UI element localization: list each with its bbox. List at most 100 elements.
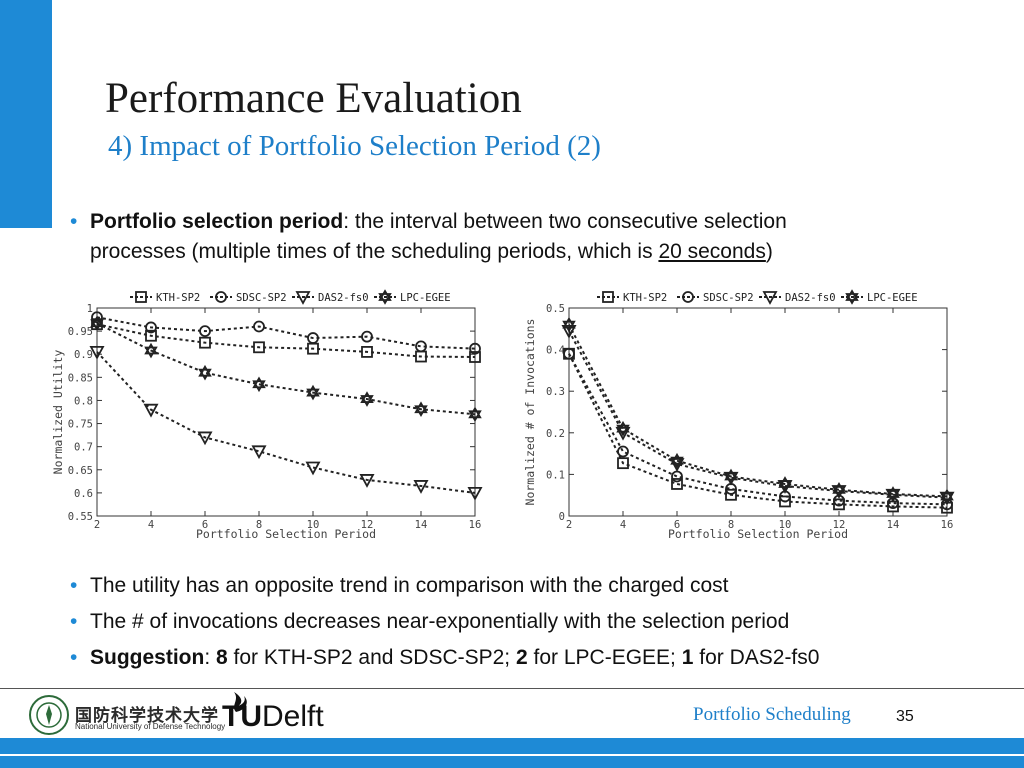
footer-bar [0,738,1024,754]
y-tick-label: 0.5 [546,303,565,315]
x-tick-label: 2 [94,519,100,531]
data-point-LPC-EGEE [886,486,900,502]
data-point-KTH-SP2 [253,341,265,354]
suggestion-text-4: for DAS2-fs0 [693,646,820,669]
seconds-underlined: 20 seconds [658,240,766,263]
bullet-definition: • Portfolio selection period: the interva… [70,207,970,267]
y-axis-label: Normalized # of Invocations [523,319,537,506]
data-point-DAS2-fs0 [89,346,105,360]
data-point-DAS2-fs0 [305,461,321,476]
suggestion-value-2: 2 [515,646,528,669]
slide-title: Performance Evaluation [105,75,522,122]
legend-label: KTH-SP2 [623,292,667,304]
y-tick-label: 1 [87,303,93,315]
footer-title: Portfolio Scheduling [693,704,851,725]
y-tick-label: 0.8 [74,395,93,407]
bullet-dot: • [70,610,78,633]
data-point-LPC-EGEE [414,401,428,418]
x-tick-label: 12 [361,519,374,531]
data-point-LPC-EGEE [670,452,684,469]
y-tick-label: 0.9 [74,349,93,361]
data-point-LPC-EGEE [306,384,320,401]
data-point-KTH-SP2 [469,351,481,363]
x-tick-label: 14 [415,519,428,531]
tudelft-flame-icon [234,692,247,712]
legend-marker [602,291,614,303]
y-tick-label: 0.4 [546,345,565,357]
y-tick-label: 0.6 [74,488,93,500]
data-point-KTH-SP2 [779,495,791,508]
data-point-LPC-EGEE [940,488,954,505]
data-point-DAS2-fs0 [467,486,483,501]
data-point-KTH-SP2 [361,346,373,358]
page-number: 35 [896,708,914,725]
x-axis-label: Portfolio Selection Period [196,527,376,541]
data-point-LPC-EGEE [778,476,792,492]
suggestion-term: Suggestion [90,646,205,669]
data-point-DAS2-fs0 [251,445,267,460]
data-point-KTH-SP2 [671,478,683,490]
data-point-SDSC-SP2 [469,342,481,355]
plot-frame [568,307,948,517]
suggestion-value-1: 8 [216,646,228,669]
x-tick-label: 12 [833,519,846,531]
y-tick-label: 0 [559,511,565,523]
y-tick-label: 0.85 [68,372,93,384]
bullet-invocations: • The # of invocations decreases near-exp… [70,607,789,637]
bullet-dot: • [70,646,78,669]
legend-label: KTH-SP2 [156,292,200,304]
data-point-SDSC-SP2 [563,347,575,360]
footer-bar-bottom [0,756,1024,768]
suggestion-value-3: 1 [681,646,694,669]
legend-marker [378,289,392,305]
series-line-DAS2-fs0 [568,330,948,499]
nudt-name-en: National University of Defense Technolog… [75,722,226,731]
data-point-LPC-EGEE [562,316,576,333]
legend-marker [682,291,694,303]
legend-label: DAS2-fs0 [785,292,836,304]
bullet-dot: • [70,574,78,597]
y-tick-label: 0.65 [68,465,93,477]
data-point-LPC-EGEE [468,406,482,423]
bullet-utility: • The utility has an opposite trend in co… [70,571,729,601]
invocations-chart: 0 0.1 0.2 0.3 0.4 0.5 2 4 6 8 10 12 14 16 Portfolio Se… [523,289,955,541]
y-tick-label: 0.95 [68,326,93,338]
series-line-LPC-EGEE [568,324,948,498]
legend-marker [762,291,778,305]
suggestion-text-1: : [204,646,217,669]
data-point-KTH-SP2 [617,457,629,470]
data-point-SDSC-SP2 [887,497,899,510]
data-point-LPC-EGEE [198,364,212,381]
bullet-term: Portfolio selection period [90,210,344,233]
data-point-KTH-SP2 [199,336,211,349]
x-tick-label: 6 [674,519,680,531]
x-axis-label: Portfolio Selection Period [668,527,848,541]
data-point-SDSC-SP2 [253,320,265,333]
data-point-SDSC-SP2 [415,340,427,353]
x-tick-label: 4 [148,519,154,531]
data-point-LPC-EGEE [360,391,374,407]
nudt-name-cn: 国防科学技术大学 [75,706,219,725]
plot-frame [96,307,476,517]
y-axis-label: Normalized Utility [51,350,65,475]
data-point-SDSC-SP2 [617,445,629,458]
bullet-text-end: ) [765,240,773,263]
data-point-SDSC-SP2 [91,311,103,324]
x-tick-label: 8 [256,519,262,531]
data-point-LPC-EGEE [832,481,846,498]
y-tick-label: 0.2 [546,428,565,440]
data-point-SDSC-SP2 [361,330,373,343]
y-tick-label: 0.55 [68,511,93,523]
data-point-DAS2-fs0 [143,403,159,418]
data-point-LPC-EGEE [252,376,266,393]
legend-label: SDSC-SP2 [703,292,754,304]
series-line-SDSC-SP2 [568,353,948,506]
accent-bar [0,0,52,228]
legend-marker [295,291,311,305]
y-tick-label: 0.1 [546,469,565,481]
x-tick-label: 2 [566,519,572,531]
data-point-LPC-EGEE [724,468,738,485]
legend-label: LPC-EGEE [400,292,451,304]
x-tick-label: 6 [202,519,208,531]
